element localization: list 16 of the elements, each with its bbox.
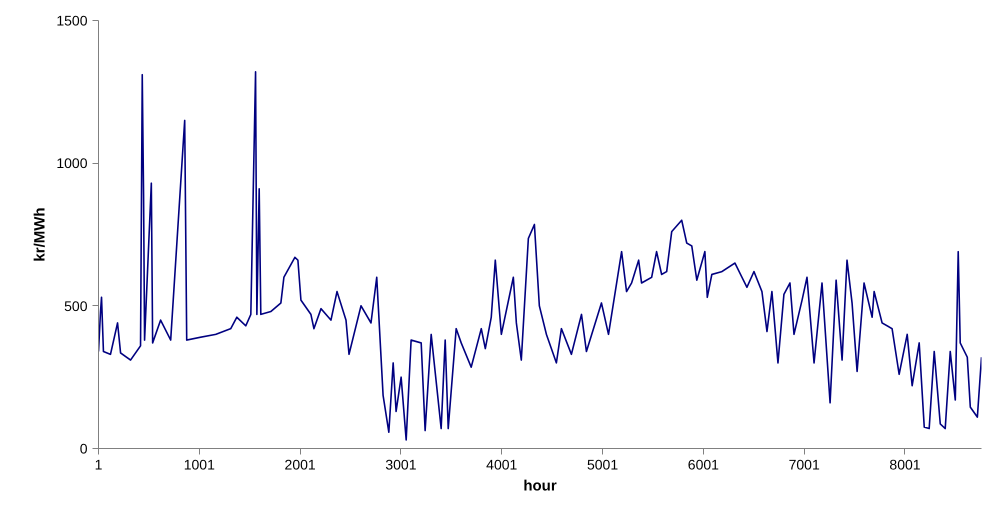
x-axis-title: hour [523, 478, 557, 494]
y-axis-title: kr/MWh [31, 207, 48, 262]
y-tick-label: 500 [64, 298, 88, 314]
y-tick-label: 0 [80, 440, 88, 456]
x-tick-label: 4001 [486, 456, 518, 472]
line-series [98, 71, 982, 441]
y-tick-label: 1000 [56, 155, 88, 172]
x-tick-label: 1001 [184, 456, 216, 472]
x-tick-label: 6001 [688, 456, 720, 472]
x-tick-label: 7001 [788, 456, 820, 472]
x-tick-label: 3001 [385, 456, 417, 472]
x-tick-label: 5001 [586, 456, 618, 472]
x-tick-label: 1 [94, 456, 103, 472]
y-tick-label: 1500 [56, 12, 88, 28]
x-tick-label: 2001 [284, 456, 316, 472]
x-tick-label: 8001 [889, 456, 921, 472]
